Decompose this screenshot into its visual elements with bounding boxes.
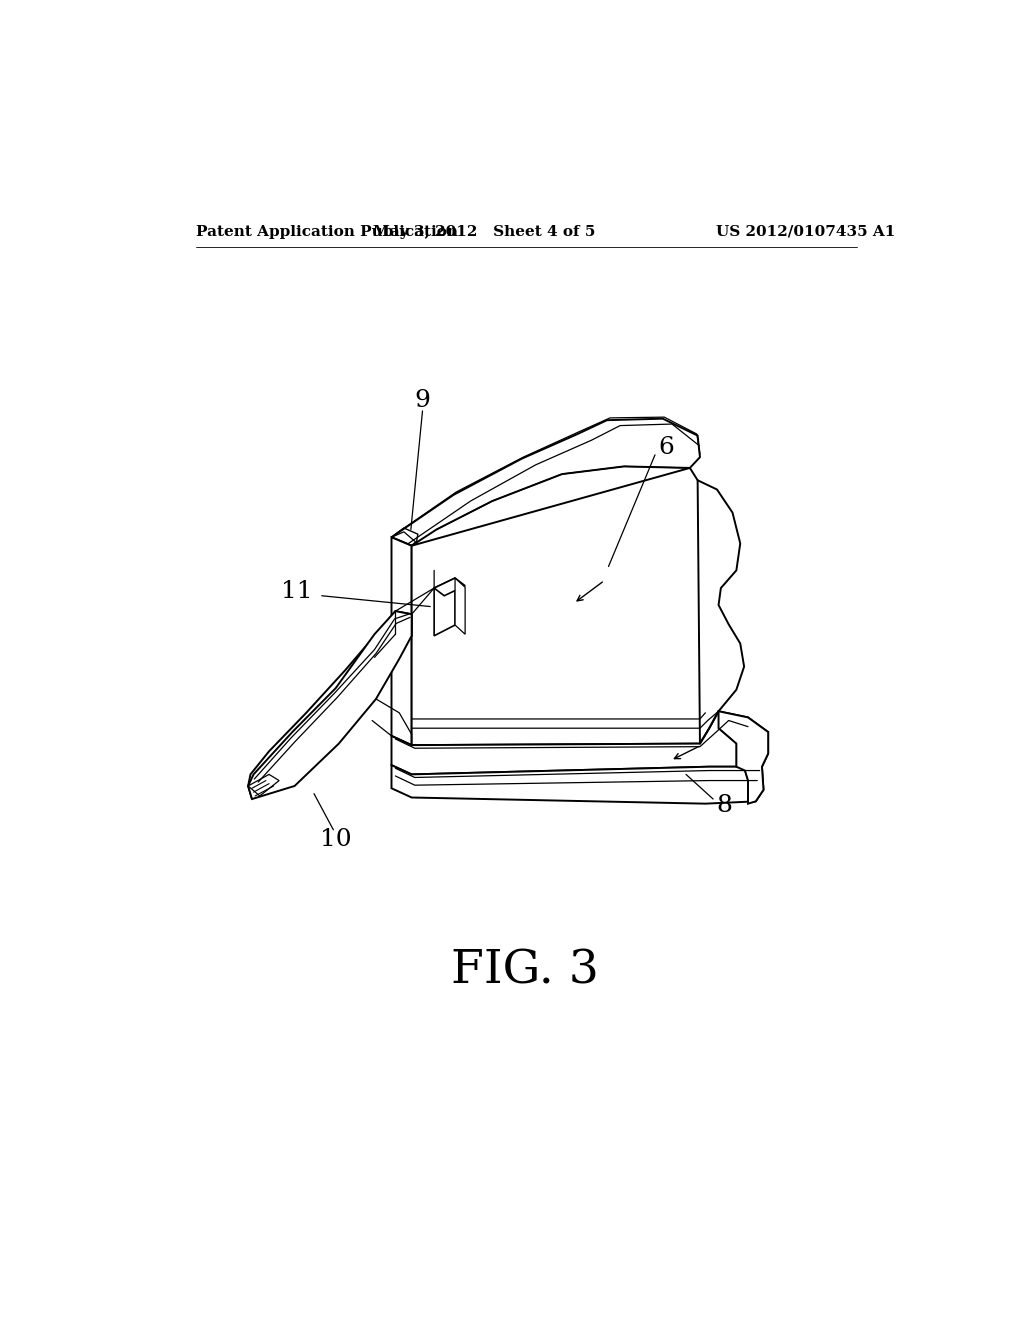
Polygon shape [248, 775, 280, 796]
Text: May 3, 2012   Sheet 4 of 5: May 3, 2012 Sheet 4 of 5 [374, 224, 596, 239]
Polygon shape [248, 611, 412, 799]
Text: US 2012/0107435 A1: US 2012/0107435 A1 [717, 224, 896, 239]
Polygon shape [248, 611, 412, 799]
Polygon shape [434, 578, 465, 595]
Polygon shape [391, 418, 700, 545]
Polygon shape [391, 537, 412, 744]
Text: 8: 8 [717, 793, 733, 817]
Text: 10: 10 [319, 829, 351, 851]
Text: FIG. 3: FIG. 3 [451, 948, 599, 994]
Polygon shape [455, 578, 465, 635]
Text: 11: 11 [282, 579, 312, 603]
Text: 9: 9 [415, 389, 430, 412]
Text: Patent Application Publication: Patent Application Publication [197, 224, 458, 239]
Polygon shape [391, 711, 768, 775]
Polygon shape [391, 766, 764, 804]
Polygon shape [434, 578, 455, 636]
Polygon shape [719, 711, 768, 804]
Polygon shape [412, 469, 700, 744]
Text: 6: 6 [658, 436, 675, 458]
